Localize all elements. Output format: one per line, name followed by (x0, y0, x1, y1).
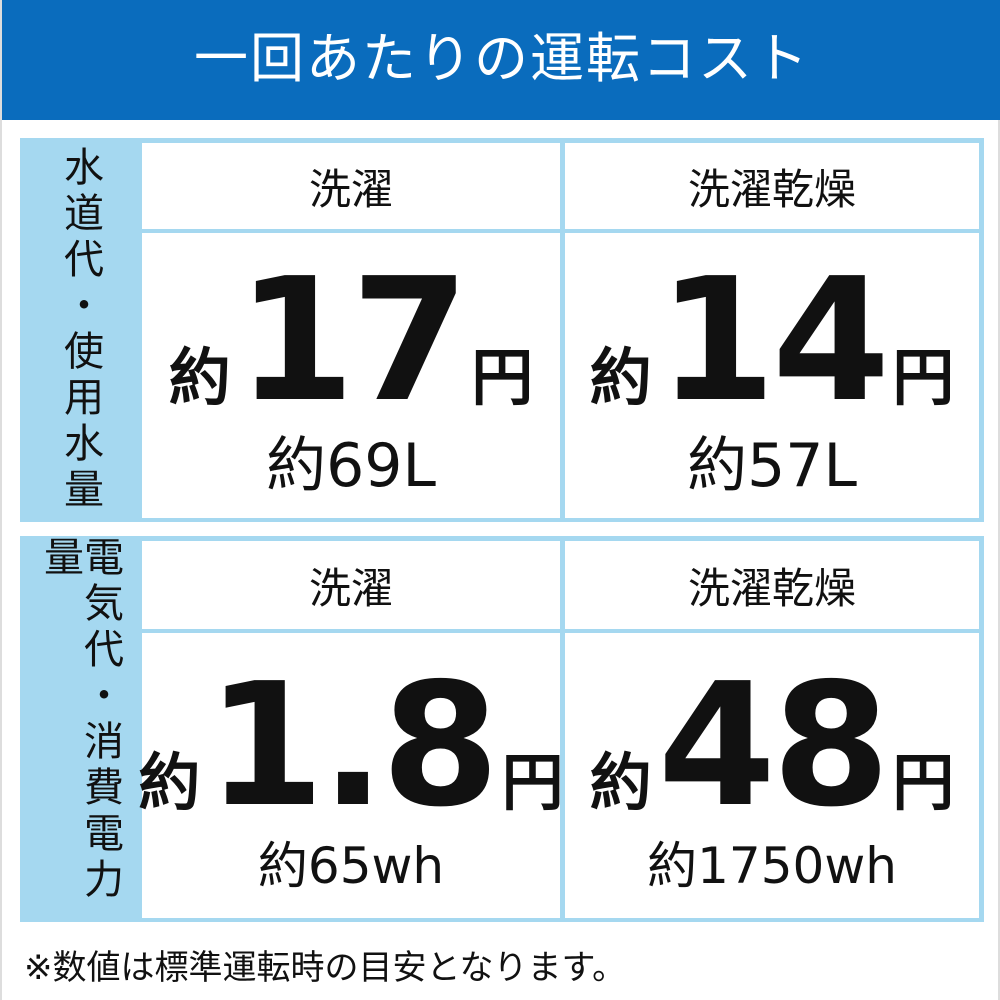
section-label: 電気代・消費電力量 (37, 536, 123, 904)
section-label: 水道代・使用水量 (57, 146, 103, 514)
value-cell: 約 17 円 約69L (142, 233, 560, 518)
value-cell: 約 14 円 約57L (565, 233, 979, 518)
column-header: 洗濯 (142, 143, 560, 229)
column-header: 洗濯乾燥 (565, 541, 979, 629)
column-header: 洗濯乾燥 (565, 143, 979, 229)
column-header: 洗濯 (142, 541, 560, 629)
footnote: ※数値は標準運転時の目安となります。 (24, 948, 627, 988)
electricity-cost-table: 電気代・消費電力量 洗濯 洗濯乾燥 約 1.8 円 約65wh 約 48 円 約1750… (20, 536, 984, 922)
value-cell: 約 1.8 円 約65wh (138, 633, 564, 918)
value-cell: 約 48 円 約1750wh (565, 633, 979, 918)
page-title: 一回あたりの運転コスト (2, 0, 1000, 120)
water-cost-table: 水道代・使用水量 洗濯 洗濯乾燥 約 17 円 約69L 約 14 円 約57L (20, 138, 984, 522)
